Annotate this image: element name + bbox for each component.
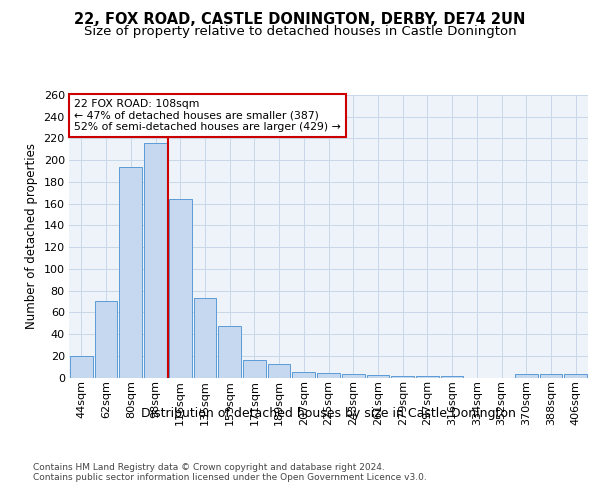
Bar [441, 376, 463, 378]
Text: 22 FOX ROAD: 108sqm
← 47% of detached houses are smaller (387)
52% of semi-detac: 22 FOX ROAD: 108sqm ← 47% of detached ho… [74, 99, 341, 132]
Bar [169, 200, 191, 378]
Bar [367, 376, 389, 378]
Text: Size of property relative to detached houses in Castle Donington: Size of property relative to detached ho… [83, 25, 517, 38]
Bar [416, 376, 439, 378]
Bar [194, 298, 216, 378]
Bar [70, 356, 93, 378]
Text: Distribution of detached houses by size in Castle Donington: Distribution of detached houses by size … [142, 408, 516, 420]
Text: Contains HM Land Registry data © Crown copyright and database right 2024.
Contai: Contains HM Land Registry data © Crown c… [33, 462, 427, 482]
Bar [391, 376, 414, 378]
Bar [243, 360, 266, 378]
Bar [144, 143, 167, 378]
Bar [342, 374, 365, 378]
Bar [564, 374, 587, 378]
Bar [292, 372, 315, 378]
Bar [317, 373, 340, 378]
Text: 22, FOX ROAD, CASTLE DONINGTON, DERBY, DE74 2UN: 22, FOX ROAD, CASTLE DONINGTON, DERBY, D… [74, 12, 526, 28]
Bar [268, 364, 290, 378]
Bar [95, 302, 118, 378]
Bar [539, 374, 562, 378]
Bar [515, 374, 538, 378]
Bar [218, 326, 241, 378]
Y-axis label: Number of detached properties: Number of detached properties [25, 143, 38, 329]
Bar [119, 166, 142, 378]
